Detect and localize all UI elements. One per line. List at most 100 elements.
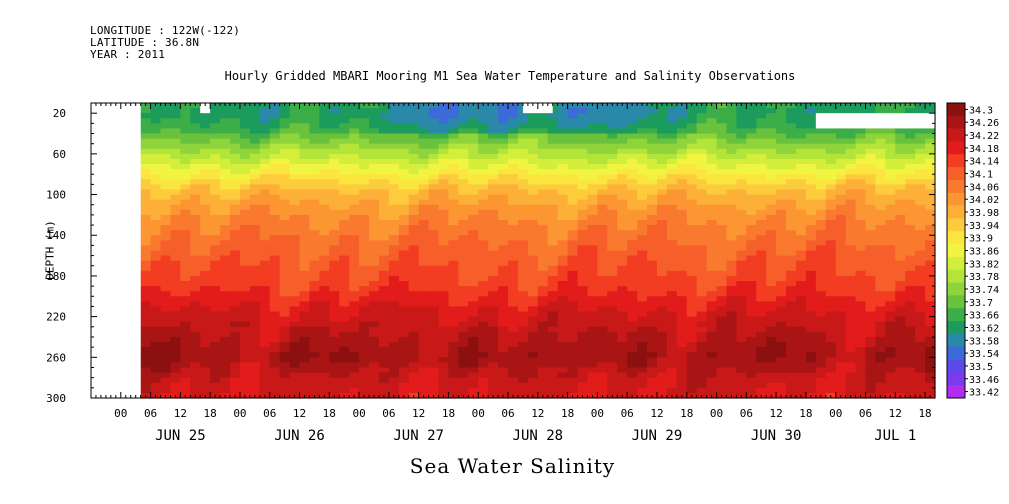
heatmap-cell: [468, 265, 479, 272]
y-tick-label: 20: [53, 107, 66, 120]
heatmap-cell: [458, 382, 469, 389]
heatmap-cell: [527, 225, 539, 231]
heatmap-cell: [676, 352, 688, 358]
heatmap-cell: [249, 153, 261, 160]
heatmap-cell: [180, 164, 191, 170]
heatmap-cell: [388, 153, 400, 160]
heatmap-cell: [259, 235, 271, 241]
heatmap-cell: [488, 362, 499, 369]
heatmap-cell: [259, 245, 271, 252]
heatmap-cell: [508, 260, 519, 267]
heatmap-cell: [279, 209, 291, 216]
heatmap-cell: [418, 286, 430, 292]
colorbar-swatch: [947, 167, 965, 181]
heatmap-cell: [637, 118, 648, 124]
heatmap-cell: [776, 352, 787, 358]
heatmap-cell: [309, 270, 320, 277]
heatmap-cell: [805, 169, 817, 175]
heatmap-cell: [498, 153, 509, 160]
heatmap-cell: [488, 199, 499, 206]
heatmap-cell: [398, 174, 410, 180]
heatmap-cell: [577, 108, 589, 114]
heatmap-cell: [140, 296, 152, 302]
heatmap-cell: [756, 235, 767, 241]
heatmap-cell: [269, 204, 281, 211]
heatmap-cell: [527, 347, 539, 353]
heatmap-cell: [279, 219, 291, 226]
heatmap-cell: [239, 158, 251, 165]
heatmap-cell: [865, 260, 877, 267]
heatmap-cell: [746, 164, 757, 170]
heatmap-cell: [369, 225, 380, 231]
heatmap-cell: [547, 291, 559, 297]
heatmap-cell: [468, 199, 479, 206]
heatmap-cell: [200, 352, 211, 358]
heatmap-cell: [786, 275, 797, 282]
heatmap-cell: [388, 331, 400, 338]
heatmap-cell: [289, 281, 301, 287]
heatmap-cell: [508, 214, 519, 221]
heatmap-cell: [656, 250, 668, 257]
heatmap-cell: [458, 179, 469, 185]
heatmap-cell: [915, 387, 926, 394]
heatmap-cell: [398, 306, 410, 313]
heatmap-cell: [230, 260, 241, 267]
heatmap-cell: [170, 367, 181, 374]
heatmap-cell: [339, 174, 350, 180]
heatmap-cell: [885, 336, 896, 343]
heatmap-cell: [577, 316, 589, 323]
heatmap-cell: [527, 311, 539, 318]
heatmap-cell: [696, 194, 708, 201]
heatmap-cell: [398, 194, 410, 201]
heatmap-cell: [319, 270, 330, 277]
heatmap-cell: [835, 296, 847, 302]
heatmap-cell: [805, 377, 817, 384]
heatmap-cell: [736, 265, 747, 272]
heatmap-cell: [825, 153, 837, 160]
heatmap-cell: [309, 189, 320, 196]
heatmap-cell: [220, 331, 231, 338]
heatmap-cell: [865, 347, 877, 353]
heatmap-cell: [875, 321, 886, 328]
heatmap-cell: [815, 281, 827, 287]
heatmap-cell: [448, 169, 459, 175]
heatmap-cell: [617, 128, 628, 135]
heatmap-cell: [478, 169, 489, 175]
heatmap-cell: [428, 128, 440, 135]
heatmap-cell: [508, 336, 519, 343]
heatmap-cell: [458, 336, 469, 343]
heatmap-cell: [537, 306, 549, 313]
heatmap-cell: [617, 316, 628, 323]
heatmap-cell: [915, 352, 926, 358]
heatmap-cell: [210, 128, 221, 135]
heatmap-cell: [587, 128, 598, 135]
heatmap-cell: [587, 184, 598, 191]
heatmap-cell: [736, 225, 747, 231]
heatmap-cell: [428, 143, 440, 150]
heatmap-cell: [885, 225, 896, 231]
heatmap-cell: [915, 128, 926, 135]
heatmap-cell: [160, 240, 172, 247]
heatmap-cell: [140, 326, 152, 333]
heatmap-cell: [309, 164, 320, 170]
heatmap-cell: [637, 377, 648, 384]
heatmap-cell: [736, 174, 747, 180]
heatmap-cell: [776, 291, 787, 297]
heatmap-cell: [378, 306, 390, 313]
heatmap-cell: [865, 209, 877, 216]
heatmap-cell: [378, 316, 390, 323]
heatmap-cell: [319, 230, 330, 236]
heatmap-cell: [706, 357, 718, 363]
heatmap-cell: [259, 372, 271, 379]
heatmap-cell: [309, 250, 320, 257]
heatmap-cell: [239, 235, 251, 241]
heatmap-cell: [845, 326, 857, 333]
heatmap-cell: [845, 225, 857, 231]
heatmap-cell: [676, 164, 688, 170]
heatmap-cell: [915, 148, 926, 155]
heatmap-cell: [597, 245, 608, 252]
heatmap-cell: [448, 179, 459, 185]
heatmap-cell: [637, 311, 648, 318]
heatmap-cell: [776, 306, 787, 313]
heatmap-cell: [508, 286, 519, 292]
